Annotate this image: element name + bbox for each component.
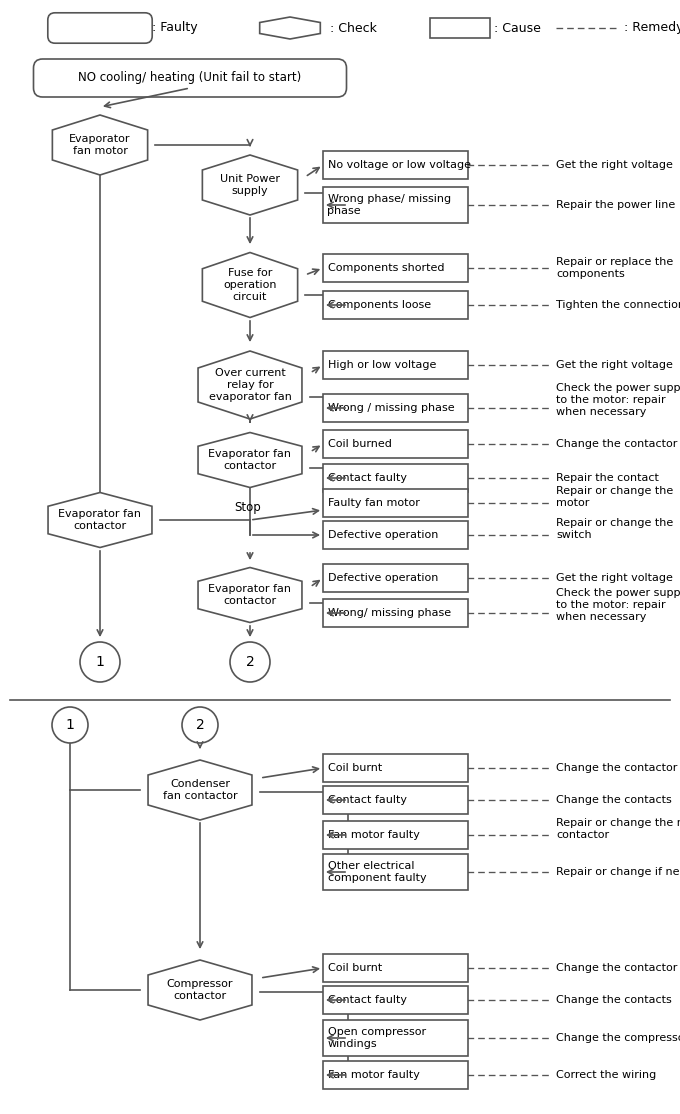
Polygon shape [48, 492, 152, 547]
FancyBboxPatch shape [48, 12, 152, 43]
Text: Repair the power line: Repair the power line [556, 201, 675, 211]
Text: 2: 2 [196, 719, 205, 732]
Text: Contact faulty: Contact faulty [328, 473, 407, 483]
Polygon shape [198, 567, 302, 623]
Text: Over current
relay for
evaporator fan: Over current relay for evaporator fan [209, 369, 292, 402]
Text: Wrong / missing phase: Wrong / missing phase [328, 403, 454, 413]
Polygon shape [198, 432, 302, 488]
FancyBboxPatch shape [322, 465, 468, 492]
Text: Evaporator
fan motor: Evaporator fan motor [69, 134, 131, 156]
FancyBboxPatch shape [322, 254, 468, 282]
FancyBboxPatch shape [322, 394, 468, 422]
Text: 1: 1 [65, 719, 74, 732]
FancyBboxPatch shape [322, 786, 468, 814]
Text: Repair or replace the
components: Repair or replace the components [556, 257, 673, 278]
FancyBboxPatch shape [322, 291, 468, 319]
Text: 2: 2 [245, 655, 254, 670]
Text: Defective operation: Defective operation [328, 573, 438, 583]
Text: Condenser
fan contactor: Condenser fan contactor [163, 779, 237, 801]
Text: : Check: : Check [330, 21, 377, 35]
Polygon shape [52, 115, 148, 175]
Text: Tighten the connections: Tighten the connections [556, 300, 680, 310]
Text: Get the right voltage: Get the right voltage [556, 160, 673, 170]
Text: Stop: Stop [235, 501, 261, 515]
FancyBboxPatch shape [322, 599, 468, 627]
Text: Fan motor faulty: Fan motor faulty [328, 830, 420, 840]
Text: Coil burnt: Coil burnt [328, 962, 381, 973]
Text: Repair the contact: Repair the contact [556, 473, 659, 483]
Polygon shape [203, 155, 298, 215]
FancyBboxPatch shape [33, 59, 347, 97]
Text: Repair or change the
switch: Repair or change the switch [556, 518, 673, 540]
Text: Change the compressor: Change the compressor [556, 1033, 680, 1043]
FancyBboxPatch shape [322, 821, 468, 849]
Text: Check the power supply
to the motor: repair
when necessary: Check the power supply to the motor: rep… [556, 588, 680, 622]
Text: NO cooling/ heating (Unit fail to start): NO cooling/ heating (Unit fail to start) [78, 71, 302, 85]
Text: Repair or change if necessary: Repair or change if necessary [556, 867, 680, 877]
Polygon shape [260, 17, 320, 39]
Text: Change the contacts: Change the contacts [556, 995, 672, 1005]
Text: Wrong/ missing phase: Wrong/ missing phase [328, 608, 451, 618]
Text: 1: 1 [96, 655, 105, 670]
Text: : Remedy: : Remedy [624, 21, 680, 35]
Text: Evaporator fan
contactor: Evaporator fan contactor [58, 509, 141, 530]
Text: : Cause: : Cause [494, 21, 541, 35]
FancyBboxPatch shape [322, 152, 468, 179]
Text: Check the power supply
to the motor: repair
when necessary: Check the power supply to the motor: rep… [556, 383, 680, 417]
Text: Fuse for
operation
circuit: Fuse for operation circuit [223, 268, 277, 302]
FancyBboxPatch shape [322, 489, 468, 517]
Text: Coil burned: Coil burned [328, 439, 392, 449]
FancyBboxPatch shape [322, 1020, 468, 1056]
FancyBboxPatch shape [322, 430, 468, 458]
FancyBboxPatch shape [430, 18, 490, 38]
Text: Contact faulty: Contact faulty [328, 795, 407, 805]
Text: Get the right voltage: Get the right voltage [556, 573, 673, 583]
FancyBboxPatch shape [322, 521, 468, 549]
Text: Evaporator fan
contactor: Evaporator fan contactor [209, 584, 292, 606]
FancyBboxPatch shape [322, 754, 468, 782]
FancyBboxPatch shape [322, 1061, 468, 1089]
Text: Other electrical
component faulty: Other electrical component faulty [328, 861, 426, 882]
Text: Change the contactor: Change the contactor [556, 763, 677, 773]
Circle shape [52, 707, 88, 743]
Circle shape [230, 642, 270, 682]
Polygon shape [203, 253, 298, 317]
Text: Wrong phase/ missing
phase: Wrong phase/ missing phase [328, 194, 451, 216]
Text: Change the contactor: Change the contactor [556, 962, 677, 973]
FancyBboxPatch shape [322, 187, 468, 223]
Text: Fan motor faulty: Fan motor faulty [328, 1071, 420, 1079]
Text: Components loose: Components loose [328, 300, 430, 310]
FancyBboxPatch shape [322, 564, 468, 592]
Polygon shape [148, 760, 252, 820]
FancyBboxPatch shape [322, 854, 468, 890]
Text: No voltage or low voltage: No voltage or low voltage [328, 160, 471, 170]
FancyBboxPatch shape [322, 954, 468, 983]
Text: Components shorted: Components shorted [328, 263, 444, 273]
Text: Defective operation: Defective operation [328, 530, 438, 540]
Circle shape [182, 707, 218, 743]
Text: Change the contacts: Change the contacts [556, 795, 672, 805]
Text: Repair or change the motor
contactor: Repair or change the motor contactor [556, 818, 680, 840]
Polygon shape [148, 960, 252, 1020]
FancyBboxPatch shape [322, 986, 468, 1014]
Text: Repair or change the
motor: Repair or change the motor [556, 486, 673, 508]
Text: Contact faulty: Contact faulty [328, 995, 407, 1005]
Text: Evaporator fan
contactor: Evaporator fan contactor [209, 449, 292, 471]
Text: Coil burnt: Coil burnt [328, 763, 381, 773]
Text: Change the contactor: Change the contactor [556, 439, 677, 449]
Text: Faulty fan motor: Faulty fan motor [328, 498, 420, 508]
Text: Open compressor
windings: Open compressor windings [328, 1027, 426, 1048]
Text: : Faulty: : Faulty [152, 21, 198, 35]
Text: Compressor
contactor: Compressor contactor [167, 979, 233, 1000]
Polygon shape [198, 351, 302, 419]
Text: Unit Power
supply: Unit Power supply [220, 174, 280, 196]
Text: Correct the wiring: Correct the wiring [556, 1071, 656, 1079]
Text: Get the right voltage: Get the right voltage [556, 360, 673, 370]
Text: High or low voltage: High or low voltage [328, 360, 436, 370]
FancyBboxPatch shape [322, 351, 468, 379]
Circle shape [80, 642, 120, 682]
